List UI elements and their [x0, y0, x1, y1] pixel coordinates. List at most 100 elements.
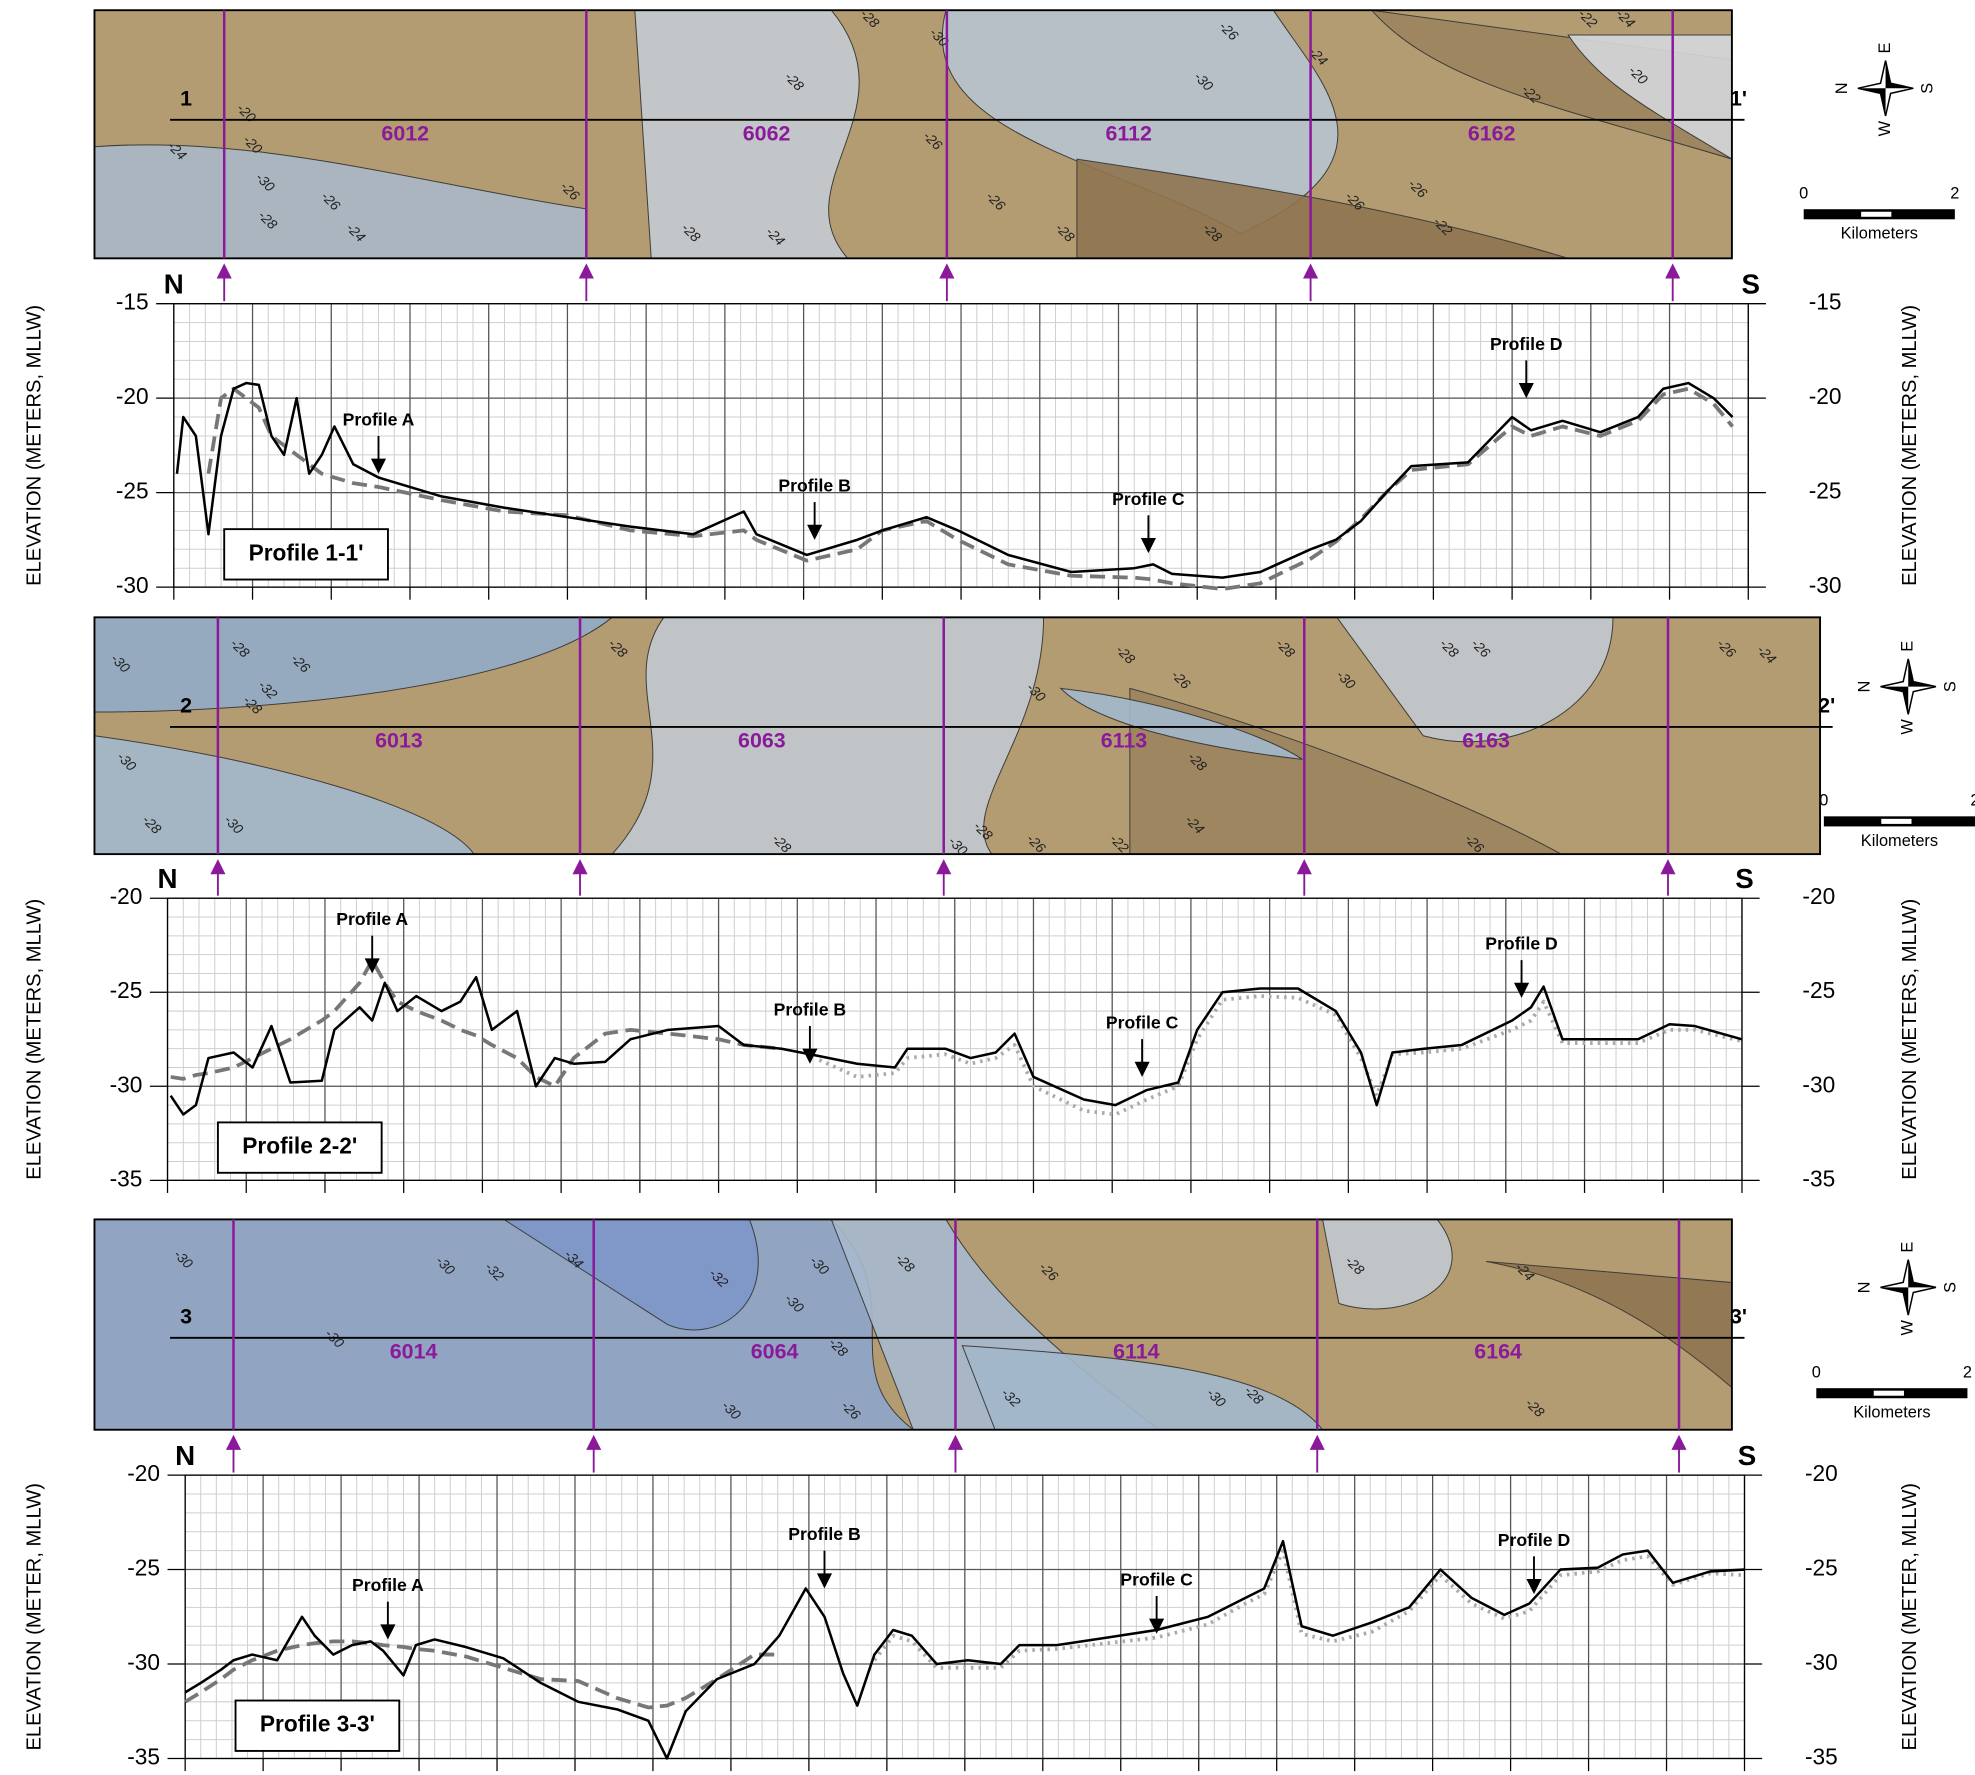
direction-end: S — [1742, 268, 1760, 299]
direction-start: N — [175, 1440, 195, 1471]
trackline-arrowhead — [1665, 263, 1681, 279]
annotation-arrowhead — [807, 524, 823, 540]
y-tick-label-right: -20 — [1805, 1460, 1838, 1486]
scale-start: 0 — [1799, 184, 1808, 202]
y-tick-label-right: -15 — [1809, 289, 1842, 315]
compass-letter: E — [1899, 641, 1917, 652]
map-zone — [1059, 687, 1303, 760]
annotation-arrowhead — [816, 1573, 833, 1589]
trackline-arrowhead — [1296, 859, 1312, 875]
profile-line — [206, 386, 1734, 591]
profile-end: 3' — [1730, 1304, 1747, 1328]
plot-frame — [173, 303, 1749, 588]
trackline-arrowhead — [1303, 263, 1319, 279]
track-label: 6064 — [751, 1340, 799, 1364]
trackline-arrowhead — [947, 1434, 964, 1450]
track-label: 6162 — [1468, 122, 1516, 146]
y-tick-label-right: -25 — [1802, 977, 1835, 1003]
y-axis-label: ELEVATION (METERS, MLLW) — [24, 899, 46, 1180]
scale-unit: Kilometers — [1861, 832, 1938, 850]
chart-title: Profile 1-1' — [249, 539, 364, 565]
trackline-arrowhead — [936, 859, 952, 875]
scale-unit: Kilometers — [1841, 225, 1918, 243]
plot-frame — [184, 1474, 1746, 1760]
annotation-label: Profile C — [1120, 1570, 1193, 1590]
y-tick-label: -20 — [110, 883, 143, 909]
trackline-arrowhead — [1660, 859, 1676, 875]
y-tick-label: -20 — [127, 1460, 160, 1486]
map-frame — [93, 9, 1733, 260]
track-label: 6164 — [1474, 1340, 1522, 1364]
compass-letter: E — [1876, 42, 1894, 53]
profile-start: 1 — [180, 86, 192, 110]
direction-start: N — [158, 863, 178, 894]
annotation-label: Profile A — [336, 909, 408, 929]
map-zone — [1567, 34, 1733, 160]
annotation-label: Profile D — [1498, 1530, 1570, 1550]
annotation-label: Profile A — [352, 1575, 424, 1595]
map-zone — [93, 144, 587, 259]
profile-end: 1' — [1730, 86, 1747, 110]
compass-letter: E — [1899, 1242, 1917, 1253]
trackline-arrowhead — [216, 263, 232, 279]
title-box — [216, 1121, 383, 1174]
track-label: 6063 — [738, 729, 786, 753]
y-tick-label: -35 — [110, 1165, 143, 1191]
map-zone — [93, 616, 614, 713]
y-axis-label: ELEVATION (METERS, MLLW) — [24, 305, 46, 586]
compass-letter: S — [1919, 83, 1937, 94]
trackline-arrowhead — [1671, 1434, 1687, 1450]
y-tick-label-right: -35 — [1805, 1743, 1838, 1769]
map-zone — [611, 616, 1045, 855]
map-zone — [93, 735, 476, 855]
annotation-label: Profile D — [1485, 934, 1557, 954]
track-label: 6012 — [381, 122, 429, 146]
scale-bar-gap — [1873, 1390, 1904, 1396]
annotation-label: Profile B — [774, 999, 846, 1019]
title-box — [223, 528, 389, 581]
direction-start: N — [164, 268, 184, 299]
annotation-arrowhead — [1526, 1579, 1542, 1595]
compass-star-fill — [1880, 658, 1936, 715]
y-tick-label-right: -20 — [1809, 383, 1842, 409]
compass-letter: N — [1856, 681, 1874, 693]
compass-letter: W — [1899, 719, 1917, 735]
y-axis-label: ELEVATION (METER, MLLW) — [24, 1483, 46, 1750]
annotation-arrowhead — [1134, 1061, 1150, 1077]
y-tick-label-right: -25 — [1805, 1555, 1838, 1581]
profile-start: 2 — [180, 693, 192, 717]
y-tick-label-right: -20 — [1802, 883, 1835, 909]
profile-line — [872, 1548, 1745, 1670]
profile-line — [818, 994, 1743, 1117]
y-tick-label: -30 — [116, 572, 149, 598]
map-zone — [93, 1218, 915, 1431]
trackline-arrowhead — [210, 859, 226, 875]
compass-letter: W — [1899, 1319, 1917, 1335]
compass-star-fill — [1880, 1259, 1936, 1316]
direction-end: S — [1735, 863, 1753, 894]
y-tick-label: -25 — [110, 977, 143, 1003]
profile-line — [175, 381, 1734, 579]
trackline-arrowhead — [225, 1434, 242, 1450]
profile-line — [169, 975, 1743, 1116]
trackline-arrowhead — [586, 1434, 602, 1450]
annotation-arrowhead — [380, 1624, 396, 1640]
compass-letter: S — [1941, 681, 1959, 692]
annotation-arrowhead — [364, 958, 380, 974]
y-tick-label-right: -35 — [1802, 1165, 1835, 1191]
y-tick-label: -35 — [127, 1743, 160, 1769]
map-zone — [1076, 158, 1569, 259]
y-tick-label: -30 — [110, 1071, 143, 1097]
annotation-arrowhead — [1513, 982, 1530, 998]
compass-letter: W — [1876, 120, 1894, 136]
annotation-arrowhead — [370, 458, 387, 474]
scale-bar-gap — [1861, 211, 1892, 217]
direction-end: S — [1738, 1440, 1756, 1471]
compass-letter: N — [1833, 82, 1851, 94]
track-label: 6062 — [743, 122, 791, 146]
scale-bar-gap — [1881, 818, 1912, 824]
scale-end: 2 — [1963, 1363, 1972, 1381]
y-axis-label-right: ELEVATION (METER, MLLW) — [1899, 1483, 1921, 1750]
profile-end: 2' — [1818, 693, 1835, 717]
annotation-label: Profile C — [1112, 489, 1185, 509]
